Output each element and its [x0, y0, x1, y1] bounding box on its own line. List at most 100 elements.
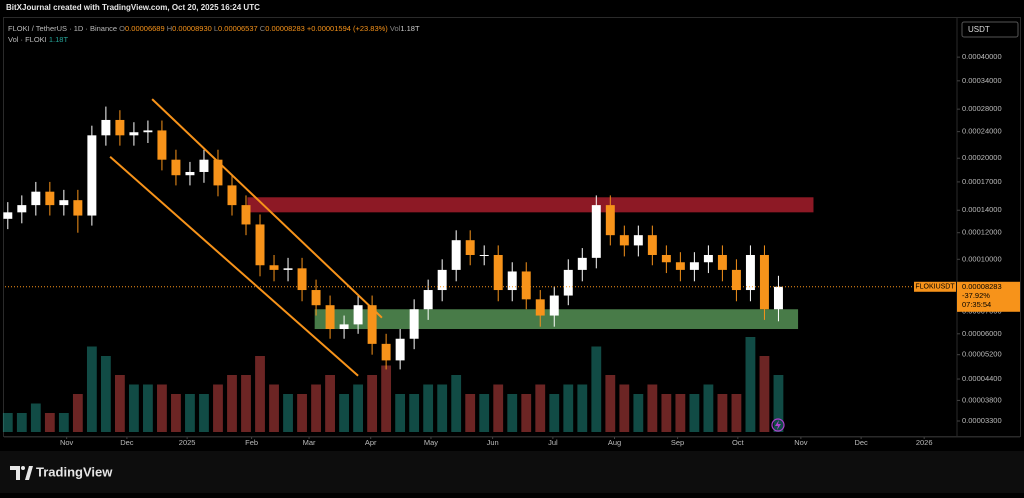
- volume-bar: [30, 403, 41, 432]
- volume-bar: [745, 337, 756, 432]
- candle-body: [563, 269, 573, 296]
- footer-bar: [0, 451, 1024, 493]
- channel-line: [109, 156, 359, 377]
- legend-open: 0.00006689: [125, 24, 165, 33]
- volume-bar: [255, 356, 265, 432]
- candle-body: [171, 159, 181, 176]
- candle-body: [59, 200, 69, 206]
- candle-body: [73, 200, 83, 216]
- volume-bar: [465, 394, 476, 432]
- candle-body: [451, 240, 461, 270]
- candle-body: [521, 271, 531, 300]
- candle-body: [549, 295, 559, 316]
- candle-body: [689, 262, 699, 270]
- candle-body: [479, 254, 489, 256]
- x-tick-label: Dec: [854, 438, 868, 447]
- candle-body: [311, 290, 321, 306]
- volume-bar: [759, 356, 770, 432]
- y-tick-label: 0.00028000: [962, 104, 1002, 113]
- legend-symbol: FLOKI / TetherUS · 1D · Binance: [8, 24, 117, 33]
- volume-bar: [731, 394, 742, 432]
- volume-bar: [269, 384, 279, 432]
- candle-body: [465, 240, 475, 255]
- x-tick-label: Jun: [487, 438, 499, 447]
- volume-bar: [689, 394, 700, 432]
- candle-body: [3, 212, 13, 219]
- candle-body: [591, 205, 601, 258]
- candle-body: [87, 135, 97, 216]
- volume-bar: [143, 384, 153, 432]
- y-tick-label: 0.00006000: [962, 329, 1002, 338]
- legend-vol: 1.18T: [400, 24, 420, 33]
- y-tick-label: 0.00003300: [962, 416, 1002, 425]
- volume-bar: [591, 346, 602, 432]
- y-tick-label: 0.00003800: [962, 395, 1002, 404]
- volume-bar: [773, 375, 784, 432]
- candle-body: [269, 265, 279, 270]
- candle-body: [535, 299, 545, 316]
- volume-value: 1.18T: [49, 35, 69, 44]
- volume-bar: [86, 346, 97, 432]
- volume-bar: [367, 375, 378, 432]
- volume-bar: [2, 413, 13, 432]
- alert-icon[interactable]: [771, 418, 785, 432]
- x-tick-label: Nov: [60, 438, 74, 447]
- legend-high-label: H: [167, 24, 172, 33]
- volume-bar: [423, 384, 434, 432]
- volume-bar: [16, 413, 27, 432]
- x-tick-label: Oct: [732, 438, 745, 447]
- alert-circle: [771, 418, 785, 432]
- volume-bar: [213, 384, 223, 432]
- volume-bar: [72, 394, 83, 432]
- brand-text: TradingView: [36, 464, 113, 479]
- logo-mark: [10, 466, 20, 480]
- volume-bar: [633, 394, 644, 432]
- price-zone: [247, 197, 814, 213]
- x-tick-label: Dec: [120, 438, 134, 447]
- symbol-tag-label: FLOKIUSDT: [915, 284, 955, 291]
- candle-body: [199, 159, 209, 172]
- candle-body: [45, 191, 55, 206]
- volume-bar: [409, 394, 420, 432]
- y-tick-label: 0.00012000: [962, 228, 1002, 237]
- candle-body: [493, 254, 503, 291]
- legend-low: 0.00006537: [218, 24, 258, 33]
- volume-bar: [703, 384, 714, 432]
- x-tick-label: Nov: [794, 438, 808, 447]
- volume-bar: [44, 413, 55, 432]
- legend-high: 0.00008930: [172, 24, 212, 33]
- x-tick-label: Apr: [365, 438, 377, 447]
- candle-body: [423, 290, 433, 310]
- candle-body: [633, 235, 643, 246]
- volume-bar: [185, 394, 195, 432]
- volume-bar: [353, 384, 364, 432]
- volume-bar: [605, 375, 616, 432]
- candle-body: [255, 224, 265, 266]
- candle-body: [647, 235, 657, 255]
- volume-bar: [647, 384, 658, 432]
- volume-bar: [675, 394, 686, 432]
- volume-bar: [171, 394, 181, 432]
- x-tick-label: 2026: [916, 438, 933, 447]
- candle-body: [717, 254, 727, 270]
- candle-body: [409, 309, 419, 339]
- legend-line: FLOKI / TetherUS · 1D · Binance O0.00006…: [8, 24, 420, 33]
- alert-bolt: [775, 420, 781, 430]
- legend-close: 0.00008283: [265, 24, 305, 33]
- candle-body: [101, 119, 111, 136]
- symbol-tag: [914, 281, 956, 292]
- currency-box[interactable]: [961, 21, 1019, 38]
- x-tick-label: 2025: [179, 438, 196, 447]
- volume-bar: [479, 394, 490, 432]
- legend-change: +0.00001594 (+23.83%): [307, 24, 388, 33]
- brand-logo[interactable]: TradingView: [10, 464, 113, 480]
- candle-body: [507, 271, 517, 291]
- candle-body: [227, 185, 237, 206]
- candle-body: [619, 235, 629, 246]
- y-tick-label: 0.00024000: [962, 127, 1002, 136]
- y-tick-label: 0.00040000: [962, 52, 1002, 61]
- y-tick-label: 0.00004400: [962, 374, 1002, 383]
- x-tick-label: Aug: [608, 438, 621, 447]
- candle-body: [703, 254, 713, 263]
- y-tick-label: 0.00034000: [962, 76, 1002, 85]
